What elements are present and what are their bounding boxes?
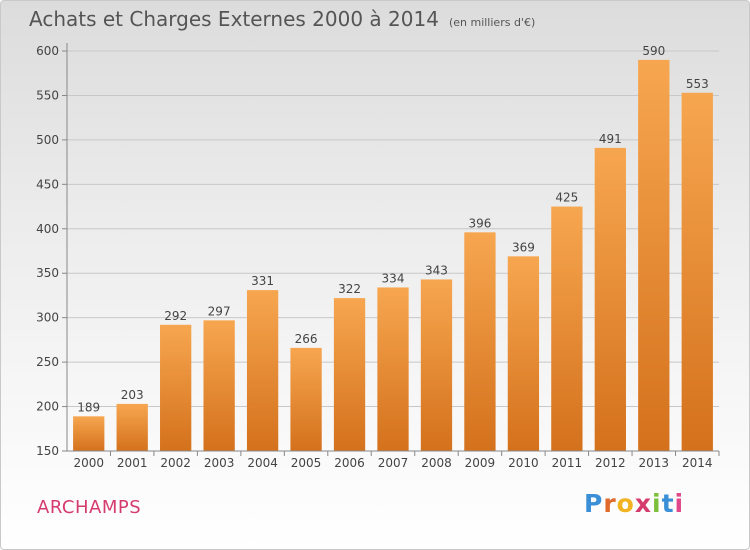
data-label: 334 bbox=[382, 271, 405, 285]
chart-title-row: Achats et Charges Externes 2000 à 2014 (e… bbox=[29, 7, 535, 31]
y-tick-label: 600 bbox=[36, 44, 59, 58]
x-tick-label: 2007 bbox=[378, 456, 409, 470]
x-tick-label: 2008 bbox=[421, 456, 452, 470]
y-tick-label: 550 bbox=[36, 88, 59, 102]
x-tick-label: 2006 bbox=[334, 456, 365, 470]
x-tick-label: 2012 bbox=[595, 456, 626, 470]
bar bbox=[160, 324, 192, 451]
x-tick-label: 2002 bbox=[160, 456, 191, 470]
bar bbox=[377, 287, 409, 451]
x-tick-label: 2005 bbox=[291, 456, 322, 470]
data-label: 553 bbox=[686, 77, 709, 91]
data-label: 590 bbox=[642, 44, 665, 58]
data-label: 331 bbox=[251, 274, 274, 288]
logo-letter: P bbox=[584, 489, 604, 518]
logo-letter: i bbox=[674, 489, 685, 518]
x-tick-label: 2013 bbox=[639, 456, 670, 470]
bar bbox=[638, 59, 670, 452]
y-tick-label: 500 bbox=[36, 133, 59, 147]
data-label: 189 bbox=[77, 400, 100, 414]
y-tick-label: 200 bbox=[36, 400, 59, 414]
bar bbox=[681, 92, 713, 452]
y-tick-label: 150 bbox=[36, 444, 59, 458]
data-label: 203 bbox=[121, 388, 144, 402]
logo-letter: i bbox=[652, 489, 662, 518]
logo-letter: x bbox=[634, 489, 652, 518]
y-tick-label: 250 bbox=[36, 355, 59, 369]
logo-letter: t bbox=[661, 489, 675, 518]
y-tick-label: 450 bbox=[36, 177, 59, 191]
data-label: 297 bbox=[208, 304, 231, 318]
x-tick-label: 2003 bbox=[204, 456, 235, 470]
bar bbox=[246, 290, 279, 451]
x-tick-label: 2010 bbox=[508, 456, 539, 470]
bar bbox=[551, 206, 583, 451]
bar bbox=[203, 320, 235, 451]
chart-title: Achats et Charges Externes 2000 à 2014 bbox=[29, 7, 439, 31]
x-tick-label: 2001 bbox=[117, 456, 148, 470]
bar bbox=[507, 256, 540, 451]
x-tick-label: 2014 bbox=[682, 456, 713, 470]
data-label: 396 bbox=[468, 216, 491, 230]
data-label: 266 bbox=[295, 332, 318, 346]
chart-subtitle: (en milliers d'€) bbox=[448, 16, 536, 29]
bar bbox=[73, 416, 105, 451]
bar bbox=[464, 232, 496, 451]
data-label: 369 bbox=[512, 240, 535, 254]
bar bbox=[333, 298, 366, 451]
town-name: ARCHAMPS bbox=[37, 497, 142, 518]
y-tick-label: 350 bbox=[36, 266, 59, 280]
logo-letter: r bbox=[603, 489, 617, 518]
bar bbox=[290, 347, 322, 451]
data-label: 425 bbox=[555, 191, 578, 205]
data-label: 292 bbox=[164, 309, 187, 323]
data-label: 322 bbox=[338, 282, 361, 296]
data-label: 491 bbox=[599, 132, 622, 146]
bar bbox=[116, 403, 148, 451]
x-tick-label: 2004 bbox=[247, 456, 278, 470]
logo-letter: o bbox=[616, 489, 635, 518]
proxiti-logo: Proxiti bbox=[584, 489, 684, 518]
y-tick-label: 300 bbox=[36, 311, 59, 325]
bar bbox=[594, 147, 626, 451]
y-tick-label: 400 bbox=[36, 222, 59, 236]
data-label: 343 bbox=[425, 263, 448, 277]
x-tick-label: 2011 bbox=[552, 456, 583, 470]
x-tick-label: 2000 bbox=[73, 456, 104, 470]
x-tick-label: 2009 bbox=[465, 456, 496, 470]
bar bbox=[420, 279, 453, 451]
